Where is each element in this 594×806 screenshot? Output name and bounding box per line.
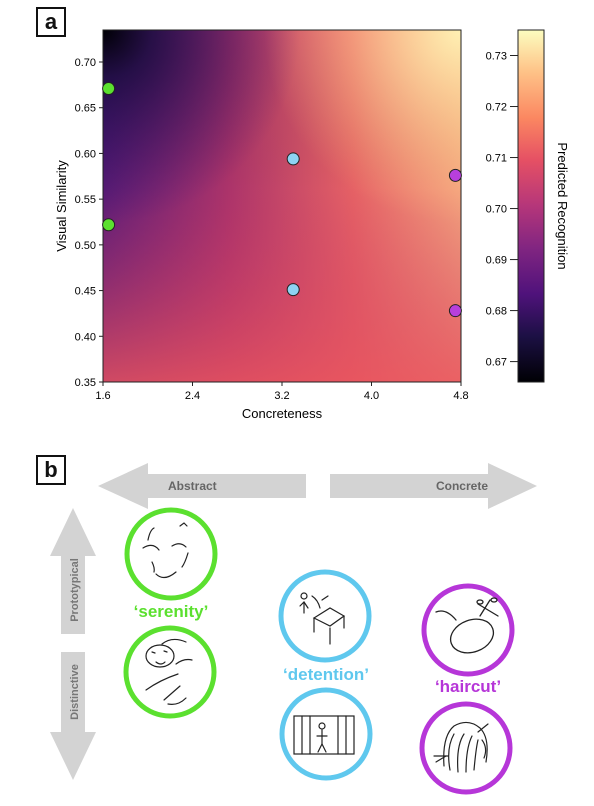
concrete-arrow: Concrete — [330, 463, 537, 509]
y-axis-ticks: 0.35 0.40 0.45 0.50 0.55 0.60 0.65 0.70 — [75, 57, 103, 389]
y-tick-label: 0.60 — [75, 148, 96, 160]
colorbar-label: Predicted Recognition — [555, 142, 570, 269]
detention-distinctive-drawing — [279, 687, 373, 781]
y-tick-label: 0.55 — [75, 194, 96, 206]
concrete-arrow-label: Concrete — [436, 479, 488, 493]
panel-b-label: b — [36, 455, 66, 485]
colorbar-tick-label: 0.70 — [486, 204, 507, 216]
scatter-point — [102, 82, 116, 96]
x-tick-label: 1.6 — [95, 390, 110, 402]
x-tick-label: 4.8 — [453, 390, 468, 402]
x-tick-label: 4.0 — [364, 390, 379, 402]
serenity-word: ‘serenity’ — [134, 602, 209, 621]
serenity-prototypical-drawing — [124, 507, 218, 601]
y-tick-label: 0.35 — [75, 377, 96, 389]
x-axis-ticks: 1.6 2.4 3.2 4.0 4.8 — [95, 382, 469, 402]
y-tick-label: 0.50 — [75, 240, 96, 252]
x-tick-label: 3.2 — [274, 390, 289, 402]
scatter-point — [448, 304, 462, 318]
abstract-arrow-label: Abstract — [168, 479, 217, 493]
y-tick-label: 0.70 — [75, 57, 96, 69]
panel-a-label: a — [36, 7, 66, 37]
detention-word: ‘detention’ — [283, 665, 369, 684]
x-axis-label: Concreteness — [242, 406, 323, 421]
colorbar-tick-label: 0.69 — [486, 255, 507, 267]
colorbar-tick-label: 0.71 — [486, 153, 507, 165]
colorbar-tick-label: 0.73 — [486, 51, 507, 63]
scatter-point — [102, 218, 116, 232]
distinctive-arrow-label: Distinctive — [69, 664, 81, 720]
colorbar-tick-label: 0.68 — [486, 306, 507, 318]
heatmap-chart: 1.6 2.4 3.2 4.0 4.8 0.35 0.40 0.45 0.50 0.55 0.60… — [54, 29, 570, 421]
heatmap-area — [102, 29, 462, 383]
scatter-point — [286, 152, 300, 166]
colorbar-ticks: 0.67 0.68 0.69 0.70 0.71 0.72 0.73 — [486, 51, 518, 369]
detention-prototypical-drawing — [278, 569, 372, 663]
distinctive-arrow: Distinctive — [50, 652, 96, 780]
y-tick-label: 0.45 — [75, 286, 96, 298]
y-tick-label: 0.65 — [75, 103, 96, 115]
serenity-distinctive-drawing — [123, 625, 217, 719]
scatter-point — [448, 168, 462, 182]
prototypical-arrow-label: Prototypical — [69, 558, 81, 622]
colorbar — [517, 29, 545, 383]
scatter-point — [286, 283, 300, 297]
abstract-arrow: Abstract — [98, 463, 306, 509]
colorbar-tick-label: 0.72 — [486, 102, 507, 114]
x-tick-label: 2.4 — [185, 390, 200, 402]
colorbar-tick-label: 0.67 — [486, 357, 507, 369]
haircut-distinctive-drawing — [419, 701, 513, 795]
haircut-word: ‘haircut’ — [435, 677, 501, 696]
y-axis-label: Visual Similarity — [54, 160, 69, 252]
prototypical-arrow: Prototypical — [50, 508, 96, 634]
haircut-prototypical-drawing — [421, 583, 515, 677]
y-tick-label: 0.40 — [75, 331, 96, 343]
scatter-points — [102, 82, 462, 318]
